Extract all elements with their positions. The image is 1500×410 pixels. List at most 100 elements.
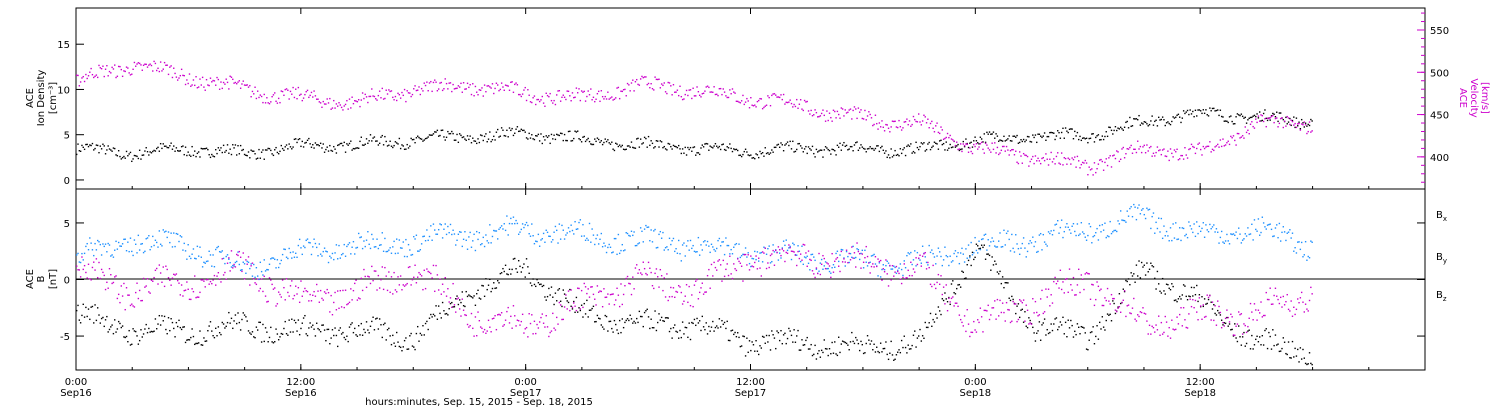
velocity-point	[1087, 173, 1089, 176]
by-point	[807, 262, 810, 265]
by-point	[430, 225, 432, 227]
by-point	[377, 247, 380, 250]
density-point	[662, 146, 664, 149]
by-point	[1095, 231, 1097, 234]
bz-point	[1033, 312, 1035, 314]
density-point	[457, 141, 460, 144]
bx-point	[1060, 324, 1063, 326]
velocity-point	[1268, 117, 1270, 120]
velocity-point	[899, 126, 902, 128]
bx-point	[702, 326, 705, 328]
bx-point	[1256, 335, 1258, 338]
by-point	[1152, 212, 1155, 214]
bz-point	[596, 285, 599, 287]
bz-point	[1253, 303, 1256, 305]
density-point	[1202, 109, 1205, 111]
density-point	[407, 147, 410, 149]
bz-point	[737, 258, 739, 260]
velocity-point	[369, 95, 372, 98]
velocity-point	[866, 115, 869, 117]
bx-point	[807, 348, 810, 350]
density-point	[1245, 122, 1248, 124]
velocity-point	[107, 75, 109, 77]
velocity-point	[716, 93, 718, 96]
by-point	[653, 230, 655, 232]
density-point	[196, 152, 199, 155]
bx-point	[1143, 264, 1145, 266]
velocity-point	[170, 65, 172, 67]
bx-point	[369, 325, 372, 327]
velocity-point	[485, 91, 487, 93]
bz-point	[927, 261, 929, 264]
bz-point	[775, 249, 777, 252]
density-point	[903, 147, 905, 149]
by-point	[531, 223, 533, 225]
by-point	[638, 242, 641, 244]
by-point	[277, 266, 280, 269]
bx-point	[810, 343, 812, 346]
by-point	[995, 246, 997, 248]
density-point	[920, 142, 923, 144]
bx-point	[636, 317, 638, 320]
velocity-point	[338, 102, 340, 104]
bx-point	[620, 331, 622, 334]
bz-point	[864, 256, 866, 259]
by-point	[931, 249, 933, 251]
bz-point	[190, 298, 192, 301]
velocity-point	[852, 109, 854, 112]
by-point	[111, 254, 113, 256]
by-point	[263, 259, 265, 261]
velocity-point	[768, 96, 770, 99]
bz-point	[479, 326, 482, 328]
bx-point	[347, 340, 349, 343]
velocity-point	[226, 81, 229, 84]
bz-point	[632, 276, 634, 278]
density-point	[1147, 125, 1149, 127]
bz-point	[977, 319, 979, 321]
velocity-point	[969, 147, 971, 149]
bz-point	[963, 315, 966, 317]
bx-point	[174, 336, 176, 338]
bx-point	[1147, 271, 1149, 273]
velocity-point	[1245, 131, 1248, 134]
bz-point	[316, 283, 318, 286]
bx-point	[514, 257, 516, 260]
bz-point	[600, 290, 603, 293]
bx-point	[542, 284, 545, 287]
bx-point	[949, 303, 951, 306]
bz-point	[824, 267, 827, 270]
density-point	[329, 144, 331, 147]
velocity-point	[461, 91, 463, 93]
bx-point	[359, 334, 361, 336]
bz-point	[1018, 299, 1021, 301]
by-point	[1151, 215, 1153, 218]
by-point	[444, 223, 446, 225]
by-point	[979, 248, 982, 251]
density-point	[827, 148, 829, 151]
density-point	[655, 140, 658, 142]
bx-point	[268, 336, 271, 339]
bx-point	[452, 306, 454, 308]
bz-point	[683, 300, 685, 302]
bx-point	[1127, 278, 1130, 280]
bx-point	[541, 285, 543, 288]
by-point	[1311, 241, 1313, 243]
velocity-point	[931, 120, 933, 123]
density-point	[440, 129, 443, 132]
bz-point	[129, 304, 132, 307]
bx-point	[855, 336, 857, 339]
density-point	[1130, 125, 1132, 128]
bx-point	[246, 320, 248, 322]
bx-point	[890, 340, 892, 343]
bx-point	[154, 318, 157, 320]
velocity-point	[1168, 159, 1170, 162]
velocity-point	[184, 83, 187, 86]
by-point	[94, 242, 96, 245]
velocity-point	[925, 122, 928, 124]
by-point	[1057, 219, 1059, 222]
bx-point	[422, 325, 424, 327]
bx-point	[802, 344, 804, 346]
by-point	[1243, 238, 1245, 240]
bz-point	[1176, 316, 1178, 318]
bz-point	[1151, 325, 1153, 328]
